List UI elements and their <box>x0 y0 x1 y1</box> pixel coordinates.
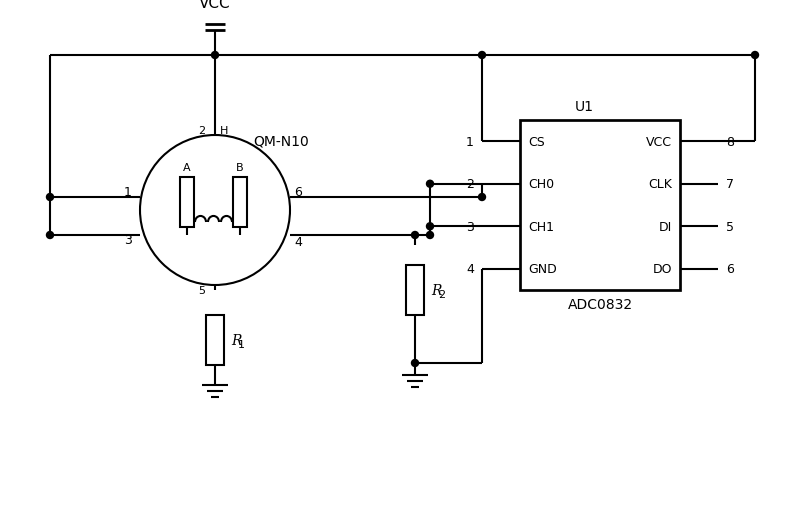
Text: R: R <box>431 283 441 297</box>
Text: R: R <box>230 333 241 347</box>
Text: 1: 1 <box>466 135 474 148</box>
Text: A: A <box>183 163 191 173</box>
Circle shape <box>478 53 485 60</box>
Text: H: H <box>220 126 228 136</box>
Circle shape <box>411 360 418 367</box>
Text: 2: 2 <box>437 289 444 299</box>
Circle shape <box>411 232 418 239</box>
Text: 6: 6 <box>725 263 733 276</box>
Circle shape <box>426 223 433 230</box>
Text: CS: CS <box>527 135 544 148</box>
Text: DI: DI <box>658 220 672 233</box>
Text: 4: 4 <box>294 235 302 248</box>
Bar <box>180 178 194 228</box>
Text: 8: 8 <box>725 135 733 148</box>
Text: 2: 2 <box>466 178 474 191</box>
Text: ADC0832: ADC0832 <box>567 297 632 312</box>
Circle shape <box>46 194 54 201</box>
Text: 3: 3 <box>124 234 131 247</box>
Text: 1: 1 <box>124 186 131 199</box>
Text: 1: 1 <box>238 339 245 349</box>
Text: 2: 2 <box>198 126 204 136</box>
Text: 5: 5 <box>725 220 733 233</box>
Text: VCC: VCC <box>199 0 230 11</box>
Text: GND: GND <box>527 263 556 276</box>
Bar <box>206 316 224 365</box>
Text: VCC: VCC <box>646 135 672 148</box>
Text: B: B <box>236 163 243 173</box>
Text: 5: 5 <box>198 285 204 295</box>
Circle shape <box>46 232 54 239</box>
Text: U1: U1 <box>574 100 594 114</box>
Bar <box>406 266 423 316</box>
Text: CH0: CH0 <box>527 178 553 191</box>
Circle shape <box>426 181 433 188</box>
Circle shape <box>478 194 485 201</box>
Circle shape <box>750 53 757 60</box>
Text: 7: 7 <box>725 178 733 191</box>
Bar <box>519 121 679 290</box>
Text: DO: DO <box>652 263 672 276</box>
Bar <box>233 178 247 228</box>
Text: 4: 4 <box>466 263 474 276</box>
Text: CH1: CH1 <box>527 220 553 233</box>
Circle shape <box>426 232 433 239</box>
Text: CLK: CLK <box>647 178 672 191</box>
Circle shape <box>211 53 218 60</box>
Text: 6: 6 <box>294 185 302 198</box>
Text: QM-N10: QM-N10 <box>253 134 308 147</box>
Text: 3: 3 <box>466 220 474 233</box>
